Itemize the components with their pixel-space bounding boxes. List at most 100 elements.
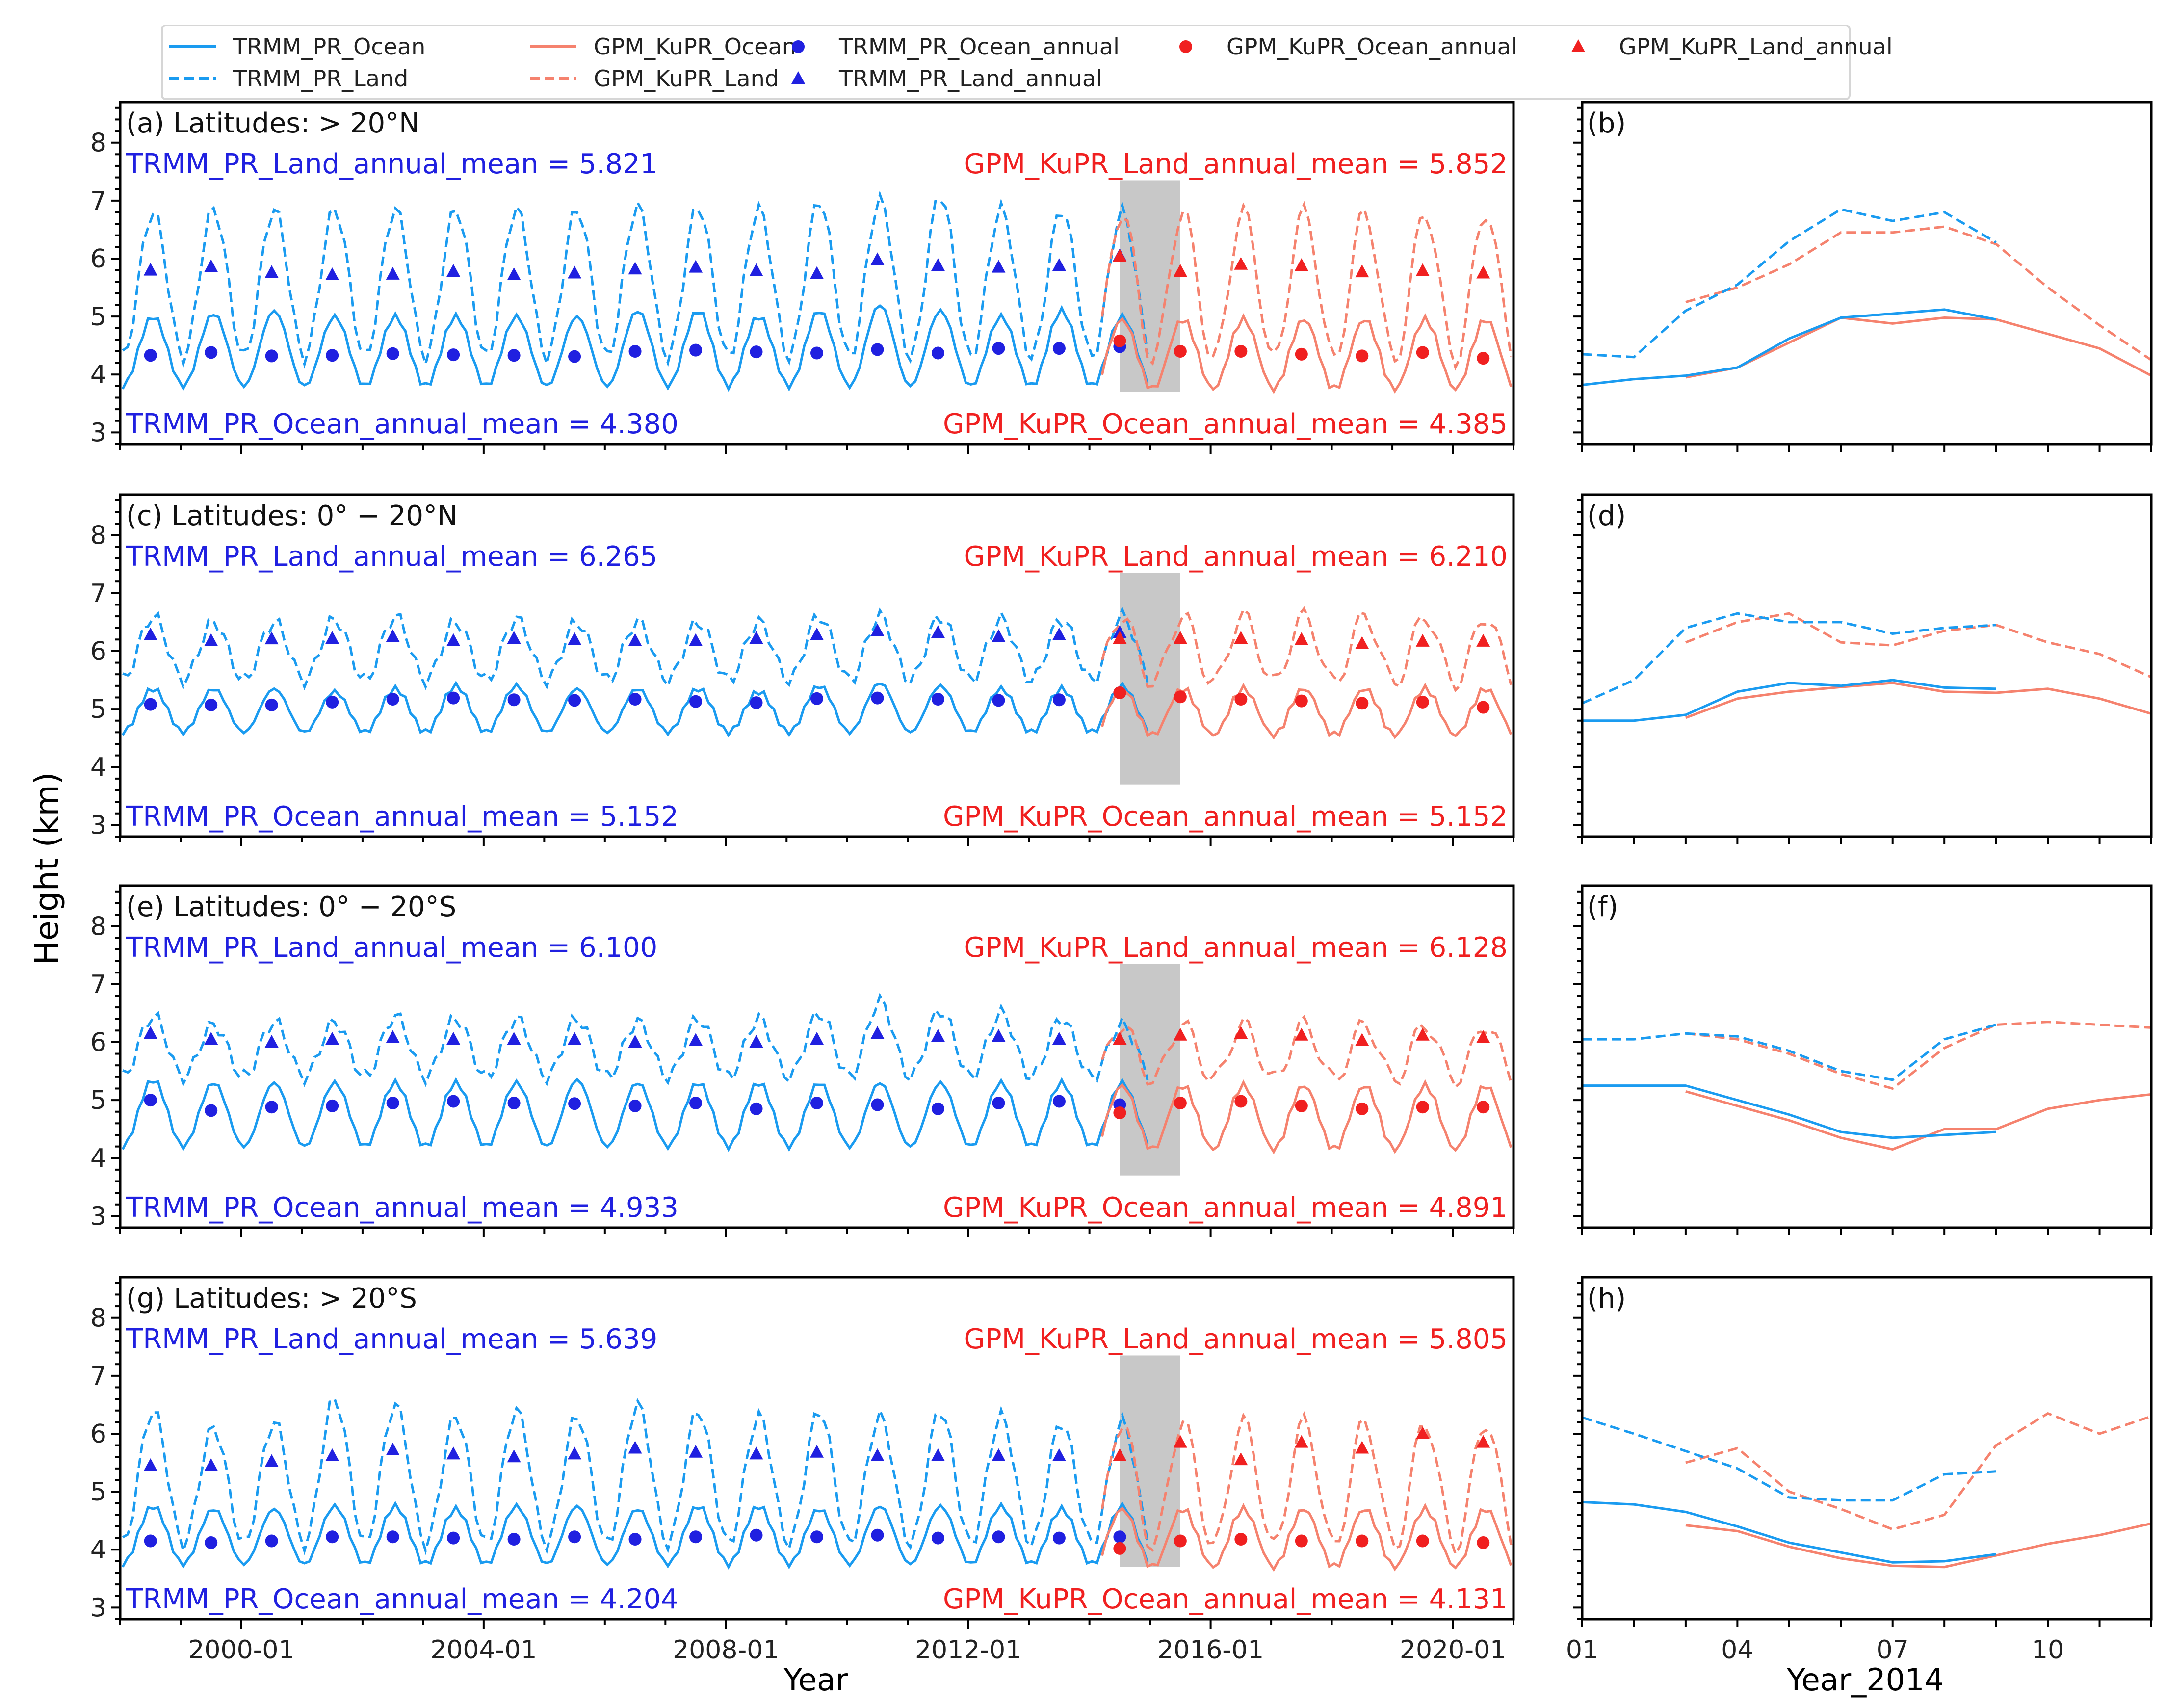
trmm-ocean-annual-point bbox=[689, 1097, 703, 1110]
trmm-land-annual-point bbox=[870, 623, 885, 636]
trmm-land-annual-point bbox=[568, 265, 582, 279]
trmm-ocean-annual-point bbox=[628, 693, 642, 706]
trmm-ocean-annual-point bbox=[992, 1097, 1005, 1110]
gpm-ocean-annual-point bbox=[1295, 347, 1308, 361]
shaded-overlap-region bbox=[1120, 180, 1180, 392]
trmm-ocean-line bbox=[121, 1077, 1149, 1152]
trmm-ocean-annual-point bbox=[386, 1530, 399, 1544]
trmm-ocean-annual-point bbox=[992, 1530, 1005, 1544]
gpm-land-annual-point bbox=[1113, 1448, 1127, 1461]
trmm-land-annual-point bbox=[992, 260, 1006, 273]
side-trmm-land-line bbox=[1582, 208, 1997, 359]
gpm-land-annual-point bbox=[1173, 263, 1187, 277]
gpm-ocean-annual-point bbox=[1113, 686, 1126, 700]
gpm-ocean-annual-point bbox=[1174, 690, 1187, 704]
trmm-land-annual-point bbox=[446, 1446, 461, 1460]
trmm-ocean-annual-point bbox=[750, 1528, 763, 1542]
trmm-ocean-annual-point bbox=[144, 1534, 157, 1548]
gpm-land-annual-point bbox=[1476, 633, 1490, 647]
trmm-land-annual-point bbox=[992, 629, 1006, 642]
side-plot-area bbox=[1582, 1412, 2151, 1569]
trmm-land-annual-point bbox=[689, 1445, 703, 1458]
gpm-land-annual-point bbox=[1173, 1435, 1187, 1448]
trmm-ocean-annual-point bbox=[507, 693, 521, 707]
main-plot-area bbox=[121, 993, 1513, 1155]
trmm-ocean-annual-point bbox=[144, 349, 157, 362]
gpm-land-annual-point bbox=[1113, 249, 1127, 262]
shaded-overlap-region bbox=[1120, 964, 1180, 1176]
legend-box bbox=[161, 25, 1851, 100]
gpm-ocean-annual-point bbox=[1234, 1532, 1248, 1546]
legend-label: TRMM_PR_Land_annual bbox=[838, 65, 1102, 92]
trmm-land-annual-point bbox=[204, 1458, 218, 1471]
y-tick-label: 6 bbox=[90, 1419, 106, 1449]
trmm-ocean-annual-point bbox=[507, 1097, 521, 1110]
gpm-ocean-annual-point bbox=[1477, 1536, 1490, 1550]
gpm-ocean-annual-point bbox=[1234, 344, 1248, 358]
trmm-ocean-annual-point bbox=[992, 342, 1005, 355]
trmm-land-annual-point bbox=[628, 633, 642, 646]
trmm-ocean-annual-point bbox=[628, 1532, 642, 1546]
trmm-ocean-annual-point bbox=[265, 349, 278, 363]
gpm-ocean-annual-point bbox=[1113, 334, 1126, 347]
gpm-ocean-annual-point bbox=[1234, 693, 1248, 706]
side-panel-letter: (f) bbox=[1587, 891, 1618, 923]
gpm-land-annual-point bbox=[1113, 1032, 1127, 1045]
main-plot-frame bbox=[119, 493, 1515, 838]
trmm-land-annual-point bbox=[992, 1448, 1006, 1461]
trmm-ocean-annual-point bbox=[568, 1097, 581, 1110]
legend-item: TRMM_PR_Ocean bbox=[169, 33, 425, 60]
x-tick-label-main: 2020-01 bbox=[1400, 1635, 1506, 1665]
side-plot-area bbox=[1582, 208, 2151, 386]
trmm-land-mean-label: TRMM_PR_Land_annual_mean = 6.265 bbox=[126, 541, 657, 573]
side-gpm-land-line bbox=[1685, 1021, 2151, 1090]
gpm-ocean-annual-point bbox=[1295, 1099, 1308, 1112]
gpm-ocean-line bbox=[1100, 1502, 1513, 1572]
gpm-ocean-annual-point bbox=[1234, 1095, 1248, 1108]
gpm-ocean-mean-label: GPM_KuPR_Ocean_annual_mean = 4.385 bbox=[943, 408, 1508, 440]
trmm-ocean-annual-point bbox=[447, 691, 460, 705]
gpm-ocean-annual-point bbox=[1416, 1534, 1429, 1548]
gpm-land-annual-point bbox=[1234, 1452, 1248, 1466]
x-tick-label-main: 2016-01 bbox=[1157, 1635, 1264, 1665]
gpm-land-annual-point bbox=[1415, 263, 1430, 276]
y-tick-label: 3 bbox=[90, 1202, 106, 1231]
trmm-land-annual-point bbox=[628, 1034, 642, 1048]
y-tick-label: 4 bbox=[90, 1535, 106, 1565]
gpm-land-mean-label: GPM_KuPR_Land_annual_mean = 5.852 bbox=[964, 148, 1508, 180]
trmm-ocean-mean-label: TRMM_PR_Ocean_annual_mean = 4.380 bbox=[126, 408, 679, 440]
trmm-ocean-annual-point bbox=[992, 694, 1005, 707]
y-axis-label: Height (km) bbox=[28, 772, 66, 965]
trmm-ocean-annual-point bbox=[689, 695, 703, 708]
side-gpm-ocean-line bbox=[1685, 1090, 2151, 1151]
gpm-ocean-annual-point bbox=[1356, 697, 1369, 710]
gpm-ocean-annual-point bbox=[1477, 701, 1490, 714]
trmm-ocean-line bbox=[121, 681, 1149, 738]
trmm-land-annual-point bbox=[870, 252, 885, 265]
trmm-land-annual-point bbox=[870, 1448, 885, 1461]
trmm-land-annual-point bbox=[386, 629, 400, 642]
trmm-ocean-annual-point bbox=[810, 346, 823, 360]
trmm-land-annual-point bbox=[1052, 627, 1066, 640]
trmm-ocean-annual-point bbox=[871, 343, 884, 356]
trmm-land-annual-point bbox=[810, 266, 824, 279]
trmm-land-annual-point bbox=[689, 633, 703, 646]
gpm-ocean-mean-label: GPM_KuPR_Ocean_annual_mean = 4.891 bbox=[943, 1192, 1508, 1224]
side-plot-frame bbox=[1581, 1276, 2153, 1621]
y-tick-label: 6 bbox=[90, 244, 106, 274]
panel-title: (a) Latitudes: > 20°N bbox=[126, 107, 419, 139]
panel-2: 3 4 5 6 7 8 (e) Latitudes: 0° − 20°S TRMM_PR_La… bbox=[90, 884, 2153, 1237]
trmm-land-annual-point bbox=[992, 1029, 1006, 1042]
side-plot-frame bbox=[1581, 884, 2153, 1229]
gpm-ocean-annual-point bbox=[1113, 1542, 1126, 1555]
legend-label: TRMM_PR_Land bbox=[233, 65, 408, 92]
y-tick-label: 7 bbox=[90, 186, 106, 216]
trmm-land-annual-point bbox=[810, 627, 824, 640]
trmm-land-annual-point bbox=[931, 1448, 945, 1461]
trmm-ocean-annual-point bbox=[810, 1097, 823, 1110]
gpm-land-annual-point bbox=[1294, 1027, 1308, 1041]
trmm-land-annual-point bbox=[143, 1026, 157, 1039]
x-tick-label-main: 2004-01 bbox=[430, 1635, 537, 1665]
y-tick-label: 8 bbox=[90, 521, 106, 551]
trmm-land-line bbox=[122, 190, 1149, 369]
